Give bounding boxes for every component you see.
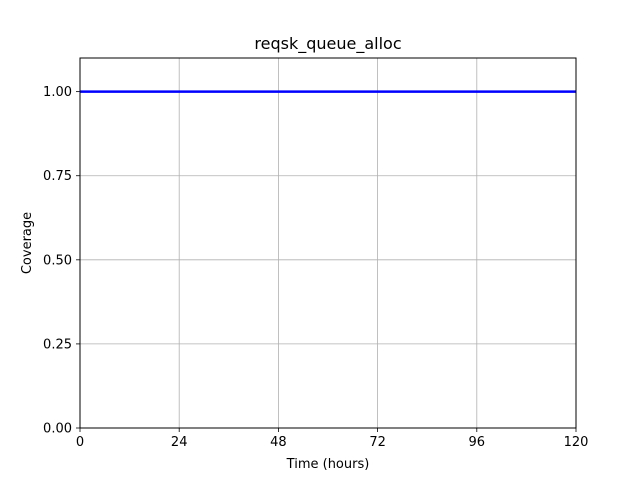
plot-area — [80, 58, 576, 428]
x-tick-label: 72 — [369, 435, 386, 450]
x-tick-label: 24 — [171, 435, 188, 450]
x-tick-label: 96 — [469, 435, 486, 450]
chart-title: reqsk_queue_alloc — [254, 34, 401, 54]
x-tick-label: 48 — [270, 435, 287, 450]
plot-frame — [79, 57, 577, 429]
x-tick-label: 120 — [564, 435, 589, 450]
y-tick-label: 0.25 — [43, 337, 72, 352]
x-tick-label: 0 — [76, 435, 84, 450]
y-tick-label: 0.75 — [43, 169, 72, 184]
y-tick-label: 0.50 — [43, 253, 72, 268]
y-axis-label: Coverage — [20, 212, 35, 274]
x-axis-label: Time (hours) — [286, 457, 370, 472]
y-tick-label: 0.00 — [43, 422, 72, 437]
y-tick-label: 1.00 — [43, 85, 72, 100]
axis-ticks: 0 24 48 72 96 120 0.00 0.25 0.50 0.75 1.00 — [43, 85, 588, 450]
